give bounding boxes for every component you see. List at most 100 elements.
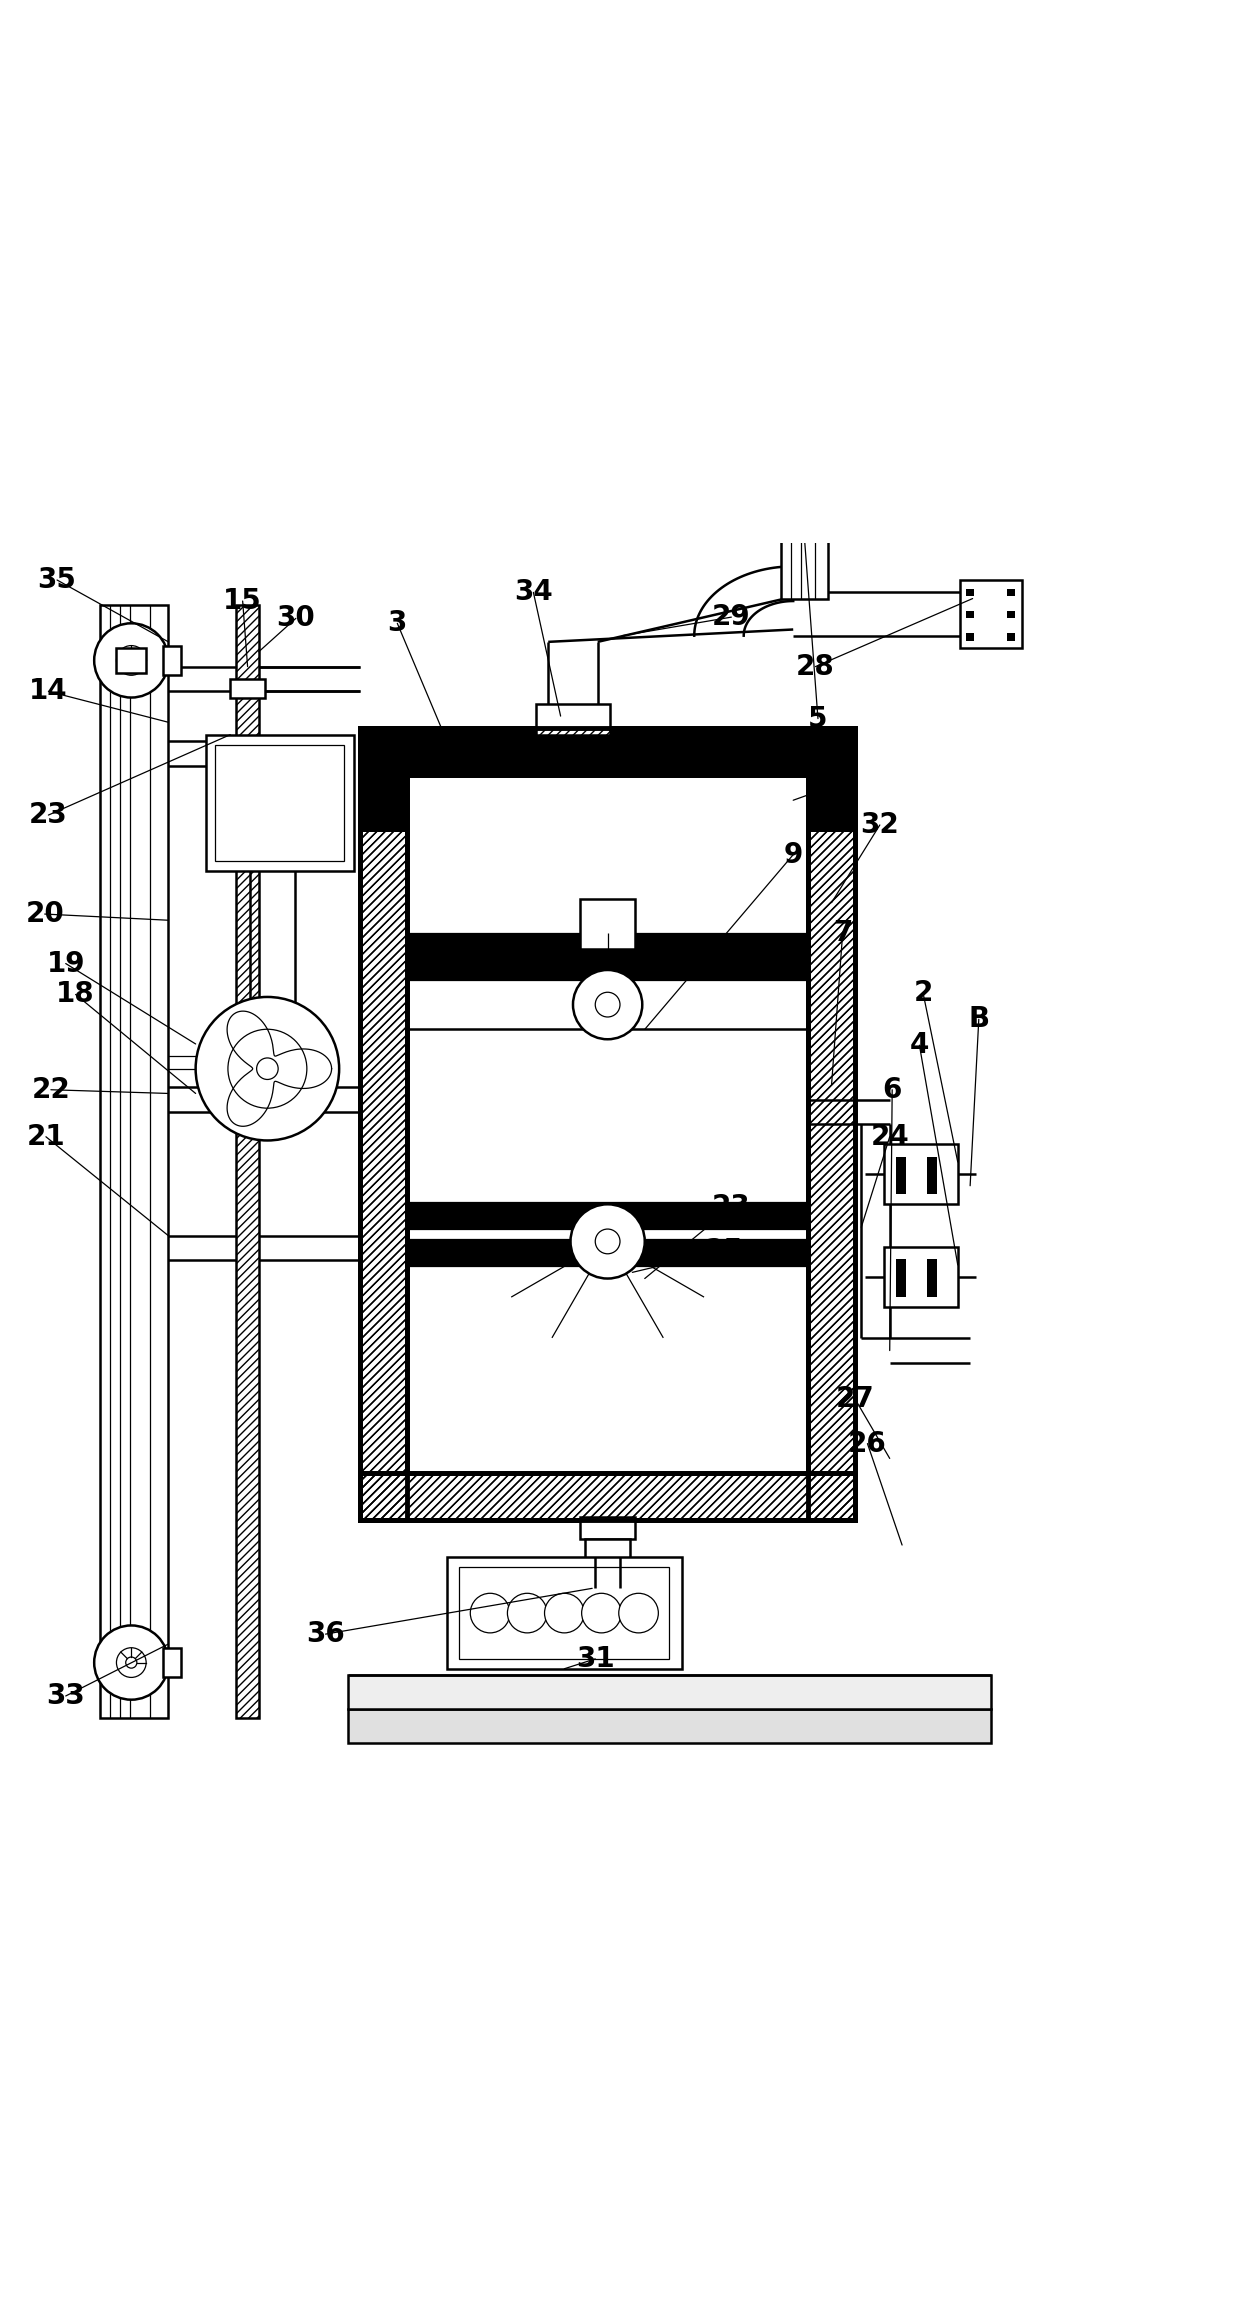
Text: 20: 20 (25, 899, 64, 929)
Bar (347, 1710, 991, 1742)
Bar (884, 1247, 957, 1306)
Bar (360, 729, 856, 776)
Circle shape (570, 1203, 645, 1278)
Text: 25: 25 (704, 1236, 743, 1264)
Circle shape (582, 1594, 621, 1633)
Text: 34: 34 (515, 578, 553, 606)
Bar (164, 646, 181, 676)
Circle shape (595, 992, 620, 1017)
Bar (117, 648, 146, 674)
Text: 15: 15 (223, 588, 262, 616)
Bar (407, 776, 808, 1473)
Bar (585, 1538, 630, 1570)
Text: 8: 8 (818, 774, 837, 801)
Circle shape (196, 997, 340, 1141)
Bar (237, 604, 259, 1719)
Bar (897, 1157, 905, 1194)
Text: 29: 29 (712, 604, 750, 632)
Text: 9: 9 (784, 841, 802, 869)
Bar (966, 588, 973, 597)
Circle shape (619, 1594, 658, 1633)
Circle shape (595, 1229, 620, 1254)
Bar (781, 537, 828, 599)
Circle shape (125, 655, 136, 667)
Bar (347, 1675, 991, 1710)
Circle shape (117, 646, 146, 676)
Bar (1007, 611, 1014, 618)
Bar (808, 776, 856, 832)
Bar (360, 729, 407, 1519)
Text: 19: 19 (46, 950, 86, 978)
Bar (360, 729, 856, 776)
Bar (966, 611, 973, 618)
Text: 21: 21 (26, 1122, 66, 1150)
Text: 14: 14 (29, 678, 68, 706)
Bar (1007, 634, 1014, 641)
Text: 36: 36 (306, 1619, 345, 1647)
Text: 3: 3 (388, 609, 407, 637)
Text: A: A (832, 736, 853, 764)
Text: 6: 6 (883, 1076, 901, 1103)
Text: 24: 24 (870, 1122, 909, 1150)
Text: 23: 23 (712, 1194, 750, 1222)
Circle shape (470, 1594, 510, 1633)
Circle shape (257, 1057, 278, 1080)
Text: 30: 30 (277, 604, 315, 632)
Bar (407, 1201, 808, 1229)
Text: 2: 2 (914, 980, 932, 1008)
Bar (231, 678, 265, 697)
Bar (206, 734, 353, 871)
Bar (360, 1473, 856, 1519)
Bar (459, 1568, 670, 1659)
Text: 33: 33 (46, 1682, 86, 1710)
Bar (884, 1145, 957, 1203)
Circle shape (544, 1594, 584, 1633)
Bar (808, 729, 856, 1519)
Bar (580, 899, 635, 948)
Circle shape (94, 1626, 169, 1700)
Bar (360, 729, 856, 776)
Text: 35: 35 (37, 567, 77, 595)
Bar (360, 729, 407, 1519)
Text: 5: 5 (808, 704, 828, 732)
Bar (926, 1259, 936, 1296)
Bar (808, 729, 856, 1519)
Text: 7: 7 (833, 918, 852, 945)
Text: 4: 4 (910, 1031, 929, 1059)
Bar (536, 704, 610, 734)
Bar (960, 581, 1022, 648)
Bar (407, 776, 808, 1473)
Bar (216, 746, 343, 862)
Circle shape (507, 1594, 547, 1633)
Bar (407, 1238, 808, 1266)
Bar (446, 1556, 682, 1668)
Bar (407, 934, 808, 980)
Bar (360, 776, 407, 832)
Text: 23: 23 (29, 801, 68, 829)
Circle shape (573, 971, 642, 1038)
Text: 31: 31 (575, 1645, 615, 1673)
Bar (1007, 588, 1014, 597)
Bar (407, 1238, 808, 1266)
Bar (595, 1566, 620, 1589)
Text: 27: 27 (836, 1385, 874, 1412)
Text: 28: 28 (796, 653, 835, 681)
Bar (897, 1259, 905, 1296)
Bar (407, 1201, 808, 1229)
Bar (966, 634, 973, 641)
Bar (926, 1157, 936, 1194)
Circle shape (94, 623, 169, 697)
Circle shape (125, 1656, 136, 1668)
Text: B: B (968, 1006, 990, 1034)
Bar (407, 934, 808, 980)
Text: 18: 18 (56, 980, 95, 1008)
Circle shape (117, 1647, 146, 1677)
Text: 26: 26 (848, 1429, 887, 1457)
Text: 32: 32 (861, 811, 899, 839)
Bar (360, 1473, 856, 1519)
Bar (100, 604, 169, 1719)
Bar (580, 1517, 635, 1538)
Circle shape (228, 1029, 306, 1108)
Bar (164, 1647, 181, 1677)
Text: 22: 22 (31, 1076, 71, 1103)
